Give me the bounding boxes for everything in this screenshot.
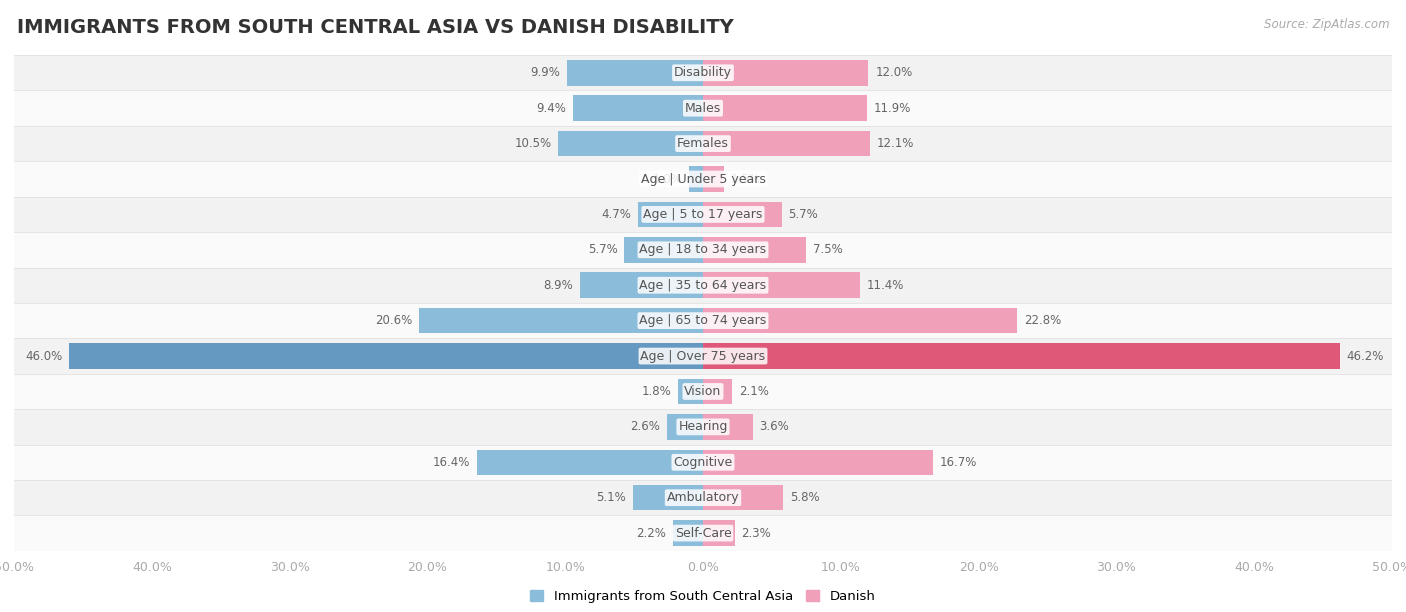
- Text: Age | 35 to 64 years: Age | 35 to 64 years: [640, 278, 766, 292]
- Bar: [703, 131, 870, 156]
- Bar: [69, 343, 703, 369]
- Text: 12.1%: 12.1%: [876, 137, 914, 150]
- Text: IMMIGRANTS FROM SOUTH CENTRAL ASIA VS DANISH DISABILITY: IMMIGRANTS FROM SOUTH CENTRAL ASIA VS DA…: [17, 18, 734, 37]
- Text: Age | 18 to 34 years: Age | 18 to 34 years: [640, 244, 766, 256]
- Text: 46.2%: 46.2%: [1347, 349, 1384, 362]
- Bar: [678, 379, 703, 404]
- Text: Age | Over 75 years: Age | Over 75 years: [641, 349, 765, 362]
- Bar: [703, 272, 860, 298]
- Text: 2.3%: 2.3%: [741, 526, 772, 540]
- Legend: Immigrants from South Central Asia, Danish: Immigrants from South Central Asia, Dani…: [524, 585, 882, 609]
- Bar: [638, 202, 703, 227]
- Text: 16.4%: 16.4%: [433, 456, 470, 469]
- Text: 5.7%: 5.7%: [789, 208, 818, 221]
- Text: Ambulatory: Ambulatory: [666, 491, 740, 504]
- Bar: [703, 520, 735, 546]
- Text: 7.5%: 7.5%: [813, 244, 844, 256]
- Text: Disability: Disability: [673, 66, 733, 80]
- Bar: [703, 166, 724, 192]
- Text: 46.0%: 46.0%: [25, 349, 62, 362]
- Bar: [14, 409, 1392, 444]
- Text: Males: Males: [685, 102, 721, 114]
- Text: 10.5%: 10.5%: [515, 137, 551, 150]
- Bar: [14, 267, 1392, 303]
- Text: 22.8%: 22.8%: [1024, 314, 1062, 327]
- Text: Self-Care: Self-Care: [675, 526, 731, 540]
- Text: 5.1%: 5.1%: [596, 491, 626, 504]
- Bar: [703, 237, 807, 263]
- Text: 12.0%: 12.0%: [875, 66, 912, 80]
- Bar: [633, 485, 703, 510]
- Text: 8.9%: 8.9%: [544, 278, 574, 292]
- Bar: [574, 95, 703, 121]
- Bar: [703, 343, 1340, 369]
- Text: 5.7%: 5.7%: [588, 244, 617, 256]
- Text: 9.4%: 9.4%: [537, 102, 567, 114]
- Bar: [703, 308, 1017, 334]
- Text: 1.8%: 1.8%: [641, 385, 671, 398]
- Text: 3.6%: 3.6%: [759, 420, 789, 433]
- Text: 11.9%: 11.9%: [875, 102, 911, 114]
- Bar: [689, 166, 703, 192]
- Bar: [703, 60, 869, 86]
- Text: 20.6%: 20.6%: [375, 314, 412, 327]
- Text: 16.7%: 16.7%: [941, 456, 977, 469]
- Text: 11.4%: 11.4%: [868, 278, 904, 292]
- Bar: [14, 303, 1392, 338]
- Bar: [624, 237, 703, 263]
- Text: Females: Females: [678, 137, 728, 150]
- Bar: [672, 520, 703, 546]
- Text: Age | 65 to 74 years: Age | 65 to 74 years: [640, 314, 766, 327]
- Bar: [668, 414, 703, 439]
- Text: 1.0%: 1.0%: [652, 173, 682, 185]
- Bar: [581, 272, 703, 298]
- Bar: [703, 450, 934, 475]
- Bar: [419, 308, 703, 334]
- Bar: [14, 338, 1392, 374]
- Text: 2.6%: 2.6%: [630, 420, 661, 433]
- Bar: [558, 131, 703, 156]
- Bar: [14, 55, 1392, 91]
- Bar: [14, 126, 1392, 162]
- Bar: [14, 515, 1392, 551]
- Bar: [14, 162, 1392, 196]
- Bar: [703, 95, 868, 121]
- Text: 9.9%: 9.9%: [530, 66, 560, 80]
- Bar: [703, 414, 752, 439]
- Text: Age | 5 to 17 years: Age | 5 to 17 years: [644, 208, 762, 221]
- Bar: [703, 379, 733, 404]
- Text: 2.2%: 2.2%: [636, 526, 666, 540]
- Text: Vision: Vision: [685, 385, 721, 398]
- Bar: [703, 202, 782, 227]
- Bar: [14, 91, 1392, 126]
- Bar: [703, 485, 783, 510]
- Text: 4.7%: 4.7%: [602, 208, 631, 221]
- Bar: [567, 60, 703, 86]
- Text: Hearing: Hearing: [678, 420, 728, 433]
- Text: 2.1%: 2.1%: [738, 385, 769, 398]
- Bar: [477, 450, 703, 475]
- Text: 1.5%: 1.5%: [731, 173, 761, 185]
- Text: Cognitive: Cognitive: [673, 456, 733, 469]
- Bar: [14, 374, 1392, 409]
- Bar: [14, 444, 1392, 480]
- Text: Age | Under 5 years: Age | Under 5 years: [641, 173, 765, 185]
- Text: Source: ZipAtlas.com: Source: ZipAtlas.com: [1264, 18, 1389, 31]
- Bar: [14, 232, 1392, 267]
- Bar: [14, 480, 1392, 515]
- Bar: [14, 196, 1392, 232]
- Text: 5.8%: 5.8%: [790, 491, 820, 504]
